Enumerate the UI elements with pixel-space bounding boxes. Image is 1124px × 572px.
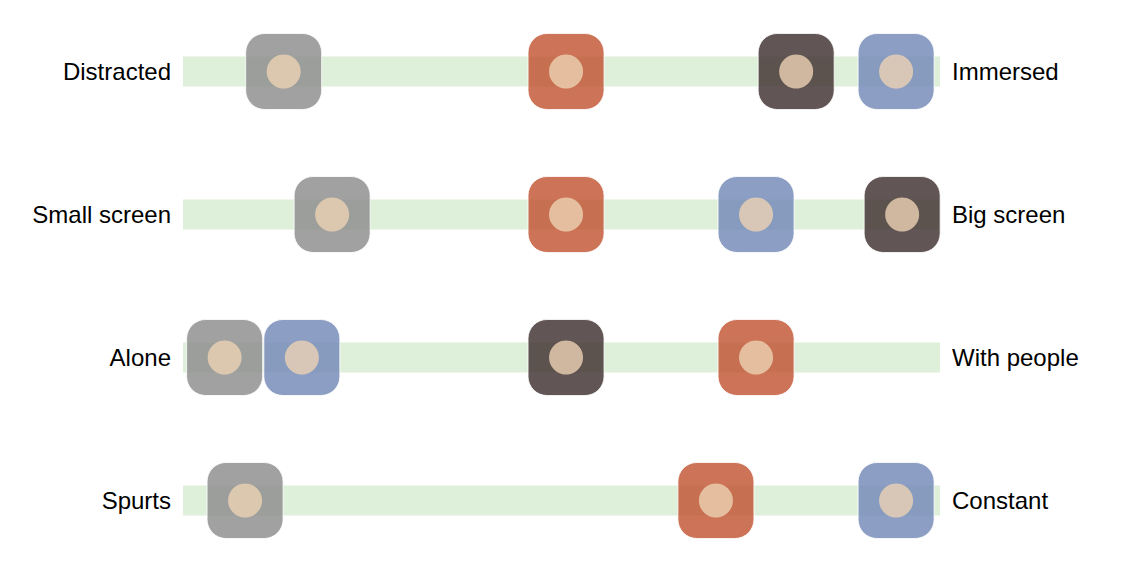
svg-text:Alone: Alone — [110, 344, 171, 371]
svg-text:Spurts: Spurts — [102, 487, 171, 514]
svg-text:Distracted: Distracted — [63, 58, 171, 85]
svg-text:Big screen: Big screen — [952, 201, 1065, 228]
svg-text:Immersed: Immersed — [952, 58, 1059, 85]
svg-text:Small screen: Small screen — [32, 201, 171, 228]
svg-text:With people: With people — [952, 344, 1079, 371]
svg-text:Constant: Constant — [952, 487, 1048, 514]
